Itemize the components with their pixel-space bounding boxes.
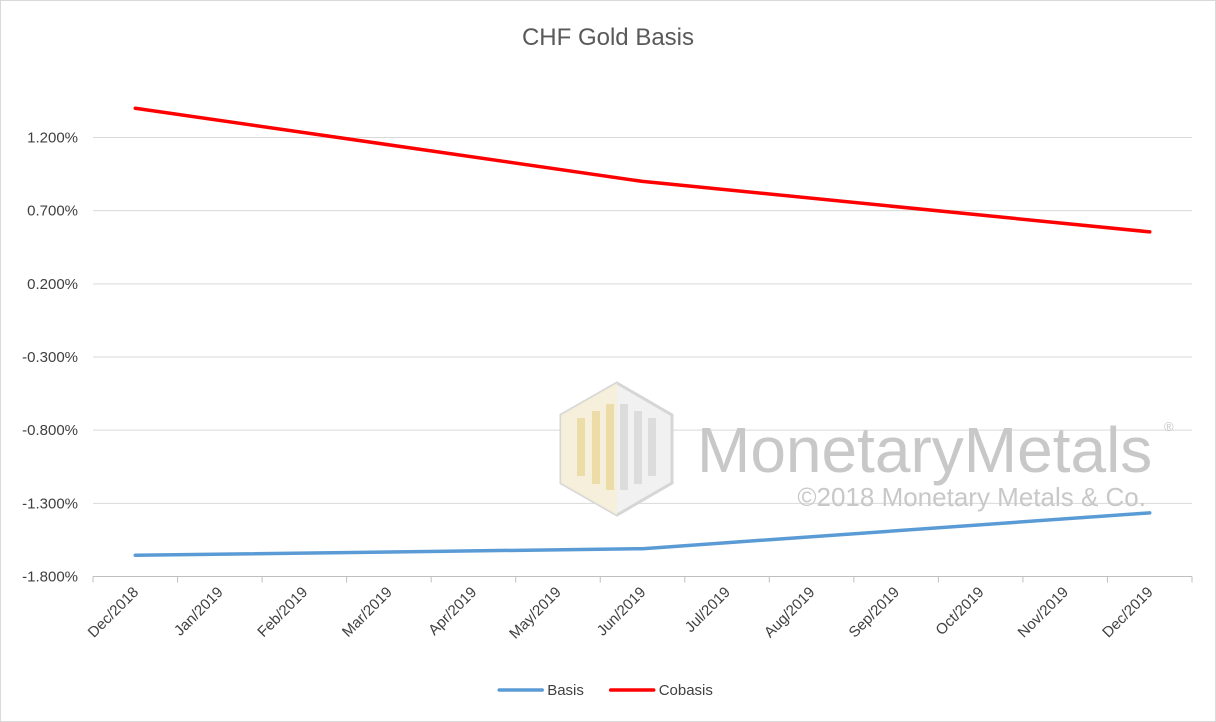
series-line-basis bbox=[133, 511, 1152, 558]
y-tick-label: 1.200% bbox=[27, 130, 78, 147]
y-tick-label: 0.700% bbox=[27, 203, 78, 220]
x-tick-label: Dec/2019 bbox=[1099, 584, 1156, 641]
y-tick-label: -0.800% bbox=[22, 422, 78, 439]
x-tick-label: Apr/2019 bbox=[425, 584, 480, 639]
x-tick-label: May/2019 bbox=[506, 584, 565, 643]
x-tick-label: Dec/2018 bbox=[85, 584, 142, 641]
x-tick-label: Sep/2019 bbox=[846, 584, 903, 641]
y-tick-label: -0.300% bbox=[22, 349, 78, 366]
x-tick-label: Oct/2019 bbox=[932, 584, 987, 639]
x-tick-label: Aug/2019 bbox=[761, 584, 818, 641]
legend-label-cobasis: Cobasis bbox=[659, 682, 713, 699]
watermark-registered-mark: ® bbox=[1164, 419, 1174, 434]
x-tick-label: Jun/2019 bbox=[594, 584, 650, 640]
chart-title: CHF Gold Basis bbox=[522, 24, 694, 51]
y-tick-label: -1.800% bbox=[22, 569, 78, 586]
x-tick-label: Mar/2019 bbox=[339, 584, 396, 641]
x-tick-label: Jan/2019 bbox=[171, 584, 227, 640]
y-tick-label: -1.300% bbox=[22, 495, 78, 512]
series-line-cobasis bbox=[133, 106, 1152, 234]
watermark: MonetaryMetals ® ©2018 Monetary Metals &… bbox=[559, 381, 1174, 517]
monetary-metals-logo-icon bbox=[559, 381, 674, 517]
x-tick-label: Feb/2019 bbox=[254, 584, 311, 641]
watermark-copyright: ©2018 Monetary Metals & Co. bbox=[797, 482, 1146, 512]
x-axis: Dec/2018 Jan/2019 Feb/2019 Mar/2019 Apr/2019… bbox=[85, 576, 1193, 643]
legend: Basis Cobasis bbox=[497, 682, 713, 699]
x-tick-label: Nov/2019 bbox=[1015, 584, 1072, 641]
legend-label-basis: Basis bbox=[547, 682, 584, 699]
watermark-brand: MonetaryMetals bbox=[697, 414, 1152, 486]
y-tick-label: 0.200% bbox=[27, 276, 78, 293]
x-tick-label: Jul/2019 bbox=[682, 584, 734, 636]
series-group bbox=[133, 106, 1152, 558]
y-axis: 1.200% 0.700% 0.200% -0.300% -0.800% -1.300% -… bbox=[22, 130, 78, 586]
